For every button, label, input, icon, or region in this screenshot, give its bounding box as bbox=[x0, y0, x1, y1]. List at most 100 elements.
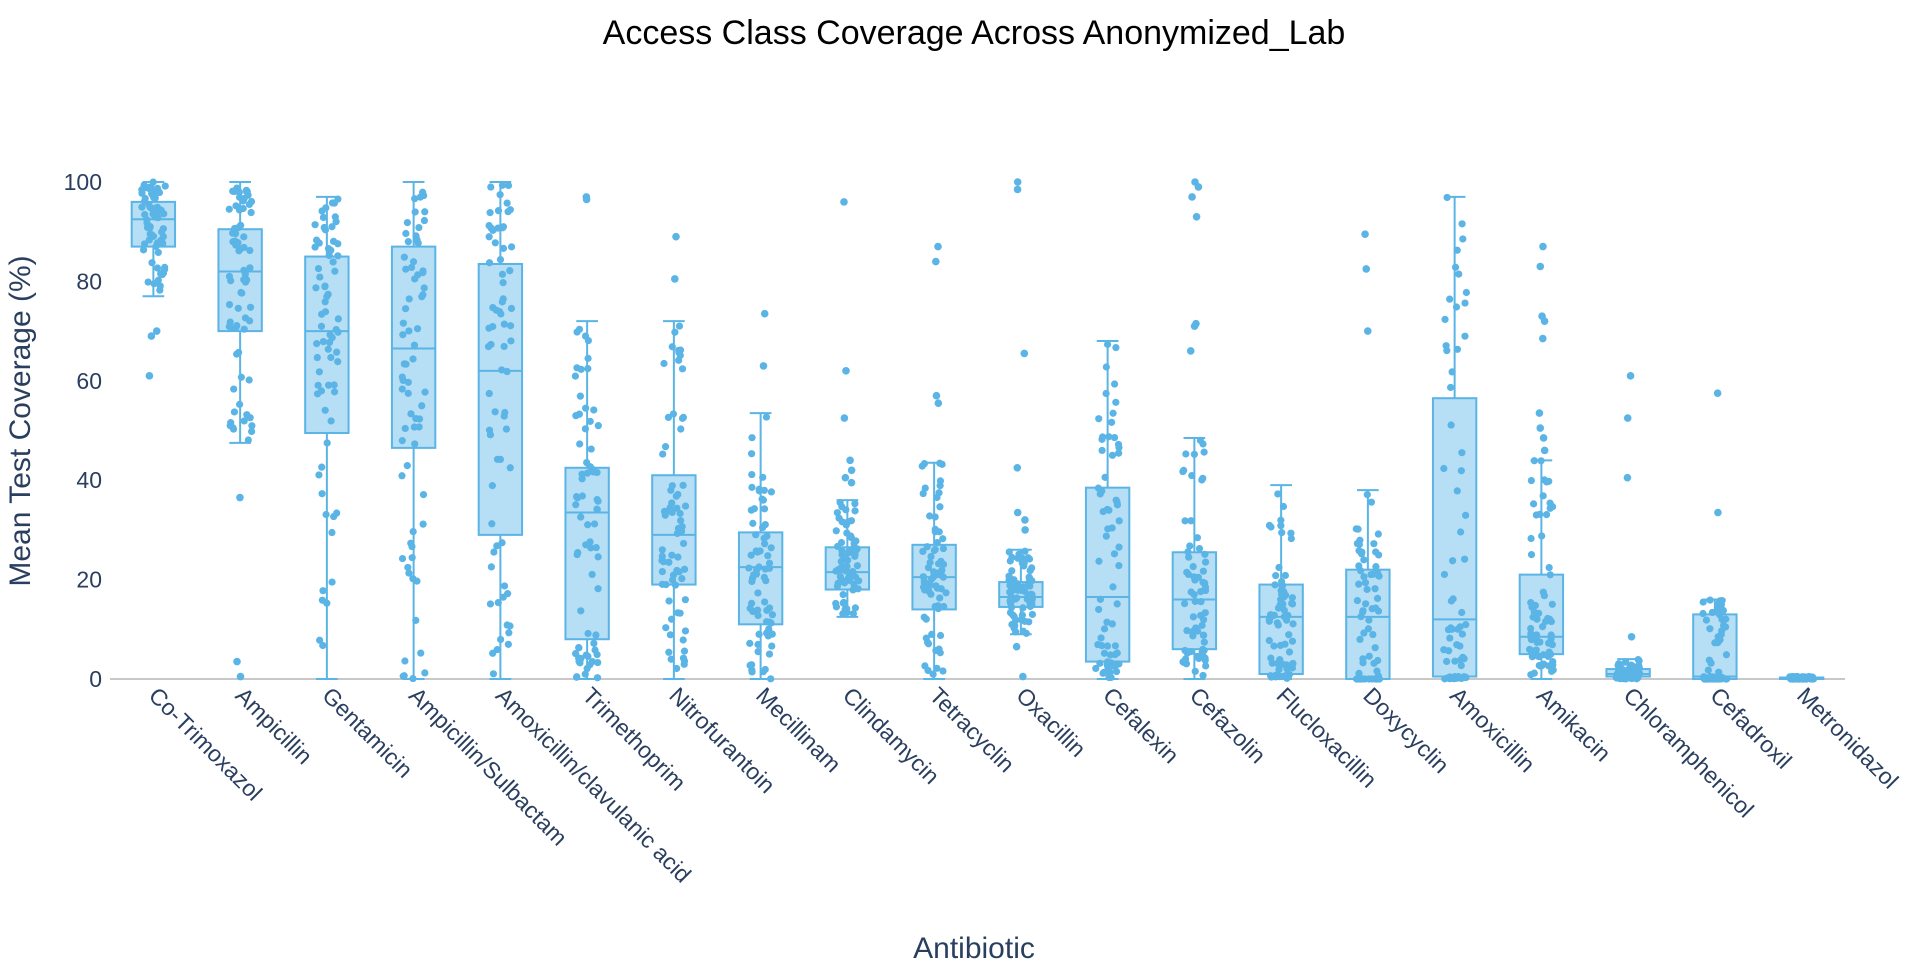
data-point bbox=[1271, 581, 1279, 589]
data-point bbox=[575, 325, 584, 333]
data-point bbox=[680, 565, 689, 573]
data-point bbox=[667, 615, 676, 623]
data-point bbox=[507, 337, 515, 345]
data-point bbox=[833, 542, 842, 551]
data-point bbox=[758, 495, 766, 503]
data-point bbox=[1276, 641, 1285, 650]
data-point bbox=[1200, 638, 1208, 646]
data-point bbox=[1446, 295, 1454, 303]
data-point bbox=[1716, 675, 1724, 683]
data-point bbox=[1190, 573, 1198, 581]
data-point bbox=[1353, 596, 1362, 605]
data-point bbox=[1540, 592, 1548, 600]
data-point bbox=[404, 563, 412, 572]
data-point bbox=[138, 203, 146, 211]
x-tick-label: Mecillinam bbox=[751, 682, 846, 777]
data-point bbox=[318, 490, 326, 498]
data-point bbox=[1807, 675, 1815, 683]
data-point bbox=[677, 517, 685, 525]
y-tick-label: 100 bbox=[64, 169, 102, 195]
data-point bbox=[921, 484, 929, 492]
data-point bbox=[1189, 563, 1197, 571]
data-point bbox=[1273, 659, 1281, 668]
data-point bbox=[1011, 595, 1020, 603]
data-point bbox=[1270, 611, 1278, 619]
data-point bbox=[331, 267, 339, 275]
data-point bbox=[404, 238, 412, 246]
data-point bbox=[1199, 631, 1208, 639]
data-point bbox=[1111, 642, 1119, 650]
data-point bbox=[851, 552, 859, 560]
data-point bbox=[588, 658, 596, 666]
data-point bbox=[1112, 343, 1120, 352]
data-point bbox=[1706, 625, 1714, 633]
data-point bbox=[1193, 534, 1202, 542]
x-tick-label: Ampicillin/Sulbactam bbox=[404, 682, 572, 850]
outlier-point bbox=[1013, 508, 1022, 517]
chart-title: Access Class Coverage Across Anonymized_… bbox=[603, 14, 1346, 52]
data-point bbox=[1457, 467, 1465, 475]
data-point bbox=[492, 306, 500, 314]
data-point bbox=[590, 639, 598, 647]
data-point bbox=[1547, 617, 1555, 626]
data-point bbox=[1705, 656, 1713, 664]
data-point bbox=[922, 615, 930, 623]
data-point bbox=[1285, 631, 1293, 639]
data-point bbox=[577, 607, 585, 615]
data-point bbox=[321, 406, 329, 414]
data-point bbox=[1527, 534, 1535, 543]
data-point bbox=[926, 512, 934, 520]
data-point bbox=[496, 255, 505, 264]
data-point bbox=[1721, 623, 1730, 631]
data-point bbox=[928, 630, 936, 638]
data-point bbox=[584, 364, 592, 373]
data-point bbox=[246, 246, 254, 255]
data-point bbox=[486, 209, 494, 217]
data-point bbox=[1092, 664, 1100, 673]
outlier-point bbox=[1188, 193, 1196, 201]
data-point bbox=[161, 263, 169, 271]
data-point bbox=[668, 576, 677, 584]
outlier-point bbox=[932, 391, 941, 400]
data-point bbox=[1028, 610, 1037, 619]
y-tick-label: 40 bbox=[76, 467, 102, 493]
data-point bbox=[1006, 575, 1015, 583]
box-group bbox=[998, 178, 1044, 681]
data-point bbox=[1274, 621, 1282, 629]
data-point bbox=[755, 630, 763, 638]
data-point bbox=[1360, 556, 1368, 564]
data-point bbox=[677, 425, 685, 433]
box-group bbox=[1518, 242, 1565, 680]
data-point bbox=[1446, 634, 1454, 642]
outlier-point bbox=[934, 242, 942, 251]
data-point bbox=[919, 547, 927, 556]
data-point bbox=[499, 244, 508, 252]
outlier-point bbox=[236, 672, 245, 681]
data-point bbox=[1097, 634, 1105, 642]
data-point bbox=[506, 267, 514, 275]
data-point bbox=[1188, 471, 1196, 480]
data-point bbox=[499, 223, 508, 231]
data-point bbox=[237, 288, 245, 297]
box-group bbox=[911, 242, 957, 680]
data-point bbox=[415, 223, 423, 232]
outlier-point bbox=[145, 372, 154, 380]
data-point bbox=[247, 197, 256, 206]
outlier-point bbox=[1626, 372, 1635, 380]
data-point bbox=[1632, 672, 1641, 680]
data-point bbox=[755, 485, 763, 493]
data-point bbox=[153, 264, 162, 272]
data-point bbox=[754, 611, 762, 620]
data-point bbox=[1025, 555, 1034, 563]
data-point bbox=[1190, 450, 1198, 458]
data-point bbox=[1184, 570, 1193, 579]
data-point bbox=[154, 248, 162, 257]
data-point bbox=[1100, 668, 1108, 677]
data-point bbox=[240, 233, 248, 241]
data-point bbox=[240, 266, 248, 274]
data-point bbox=[1372, 563, 1380, 571]
data-point bbox=[240, 195, 248, 203]
data-point bbox=[1180, 466, 1188, 475]
data-point bbox=[1021, 617, 1029, 625]
